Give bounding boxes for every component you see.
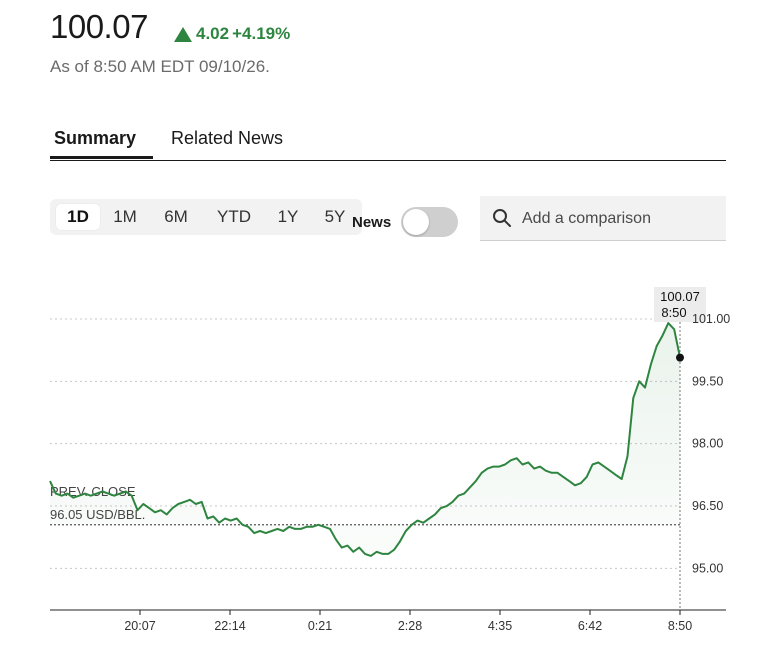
price-area [50,323,680,556]
last-price-tooltip [654,287,706,322]
change-value: 4.02 [196,24,230,43]
range-ytd-button[interactable]: YTD [217,207,251,226]
comparison-search[interactable] [480,196,726,241]
tab-related-news[interactable]: Related News [171,128,284,148]
x-tick-label: 8:50 [668,619,692,633]
news-toggle[interactable] [401,207,458,237]
comparison-input[interactable] [520,206,720,232]
x-tick-label: 0:21 [308,619,332,633]
last-price-dot [676,353,684,362]
tab-summary[interactable]: Summary [54,128,137,148]
range-1m-button[interactable]: 1M [113,207,137,226]
range-1d-button[interactable]: 1D [56,204,100,230]
price-chart: PREV. CLOSE 96.05 USD/BBL. 100.07 8:50 9… [49,287,730,633]
tooltip-time: 8:50 [661,305,686,320]
y-tick-label: 96.50 [692,499,723,513]
x-tick-label: 20:07 [124,619,155,633]
prev-close-label: PREV. CLOSE [50,484,136,499]
tooltip-price: 100.07 [660,289,700,304]
change-percent: +4.19% [232,24,291,43]
range-6m-button[interactable]: 6M [164,207,188,226]
price-line [49,322,681,557]
active-tab-indicator [50,156,153,159]
up-triangle-icon [174,26,192,42]
range-5y-button[interactable]: 5Y [324,207,346,226]
y-tick-label: 101.00 [692,312,730,326]
y-tick-label: 95.00 [692,561,723,575]
news-toggle-label: News [352,214,392,231]
x-tick-label: 4:35 [488,619,512,633]
tab-bar: Summary Related News [50,120,726,161]
x-tick-label: 6:42 [578,619,602,633]
y-tick-label: 98.00 [692,437,723,451]
price-change: 4.02 +4.19% [174,24,290,44]
search-icon [493,209,511,227]
y-tick-label: 99.50 [692,374,723,388]
x-tick-label: 2:28 [398,619,422,633]
toggle-knob [403,209,429,235]
last-price: 100.07 [50,8,148,45]
range-selector: 1D 1M 6M YTD 1Y 5Y [50,199,362,235]
x-tick-label: 22:14 [214,619,245,633]
as-of-timestamp: As of 8:50 AM EDT 09/10/26. [50,57,270,76]
prev-close-value: 96.05 USD/BBL. [50,507,145,522]
range-1y-button[interactable]: 1Y [277,207,299,226]
